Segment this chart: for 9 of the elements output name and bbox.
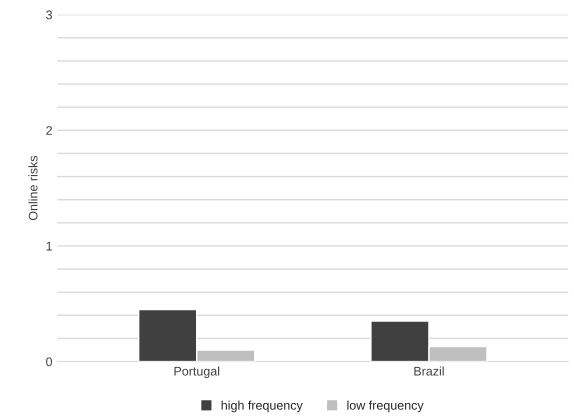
y-tick-label: 3 [46,10,52,20]
x-tick-label: Brazil [414,366,444,376]
legend-label: high frequency [222,400,303,412]
y-axis-title: Online risks [28,156,38,220]
y-tick-label: 1 [46,242,52,250]
y-tick-label: 0 [46,357,52,366]
y-tick-label: 2 [46,126,52,135]
legend-label: low frequency [347,400,424,412]
x-tick-label: Portugal [174,366,220,378]
